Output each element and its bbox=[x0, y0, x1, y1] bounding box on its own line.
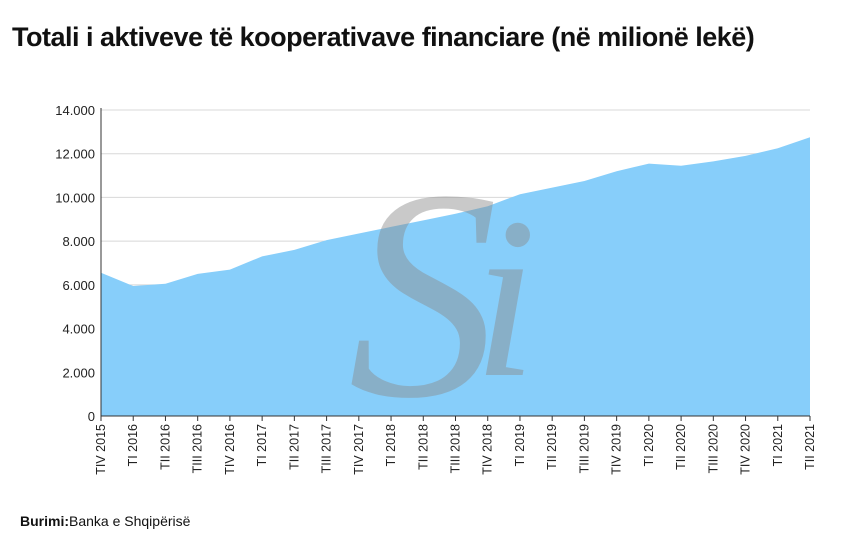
x-tick-label: TIII 2020 bbox=[706, 424, 720, 473]
y-tick-label: 14.000 bbox=[55, 103, 95, 118]
watermark-i-glyph: i bbox=[473, 170, 537, 425]
area-layer bbox=[101, 137, 810, 417]
y-tick-label: 0 bbox=[88, 409, 95, 424]
x-tick-label: TII 2016 bbox=[158, 424, 172, 470]
source-label: Burimi: bbox=[20, 513, 69, 529]
x-tick-label: TIV 2018 bbox=[481, 424, 495, 475]
x-tick-label: TIII 2016 bbox=[191, 424, 205, 473]
x-tick-label: TII 2021 bbox=[803, 424, 817, 470]
x-tick-label: TI 2017 bbox=[255, 424, 269, 466]
y-tick-label: 8.000 bbox=[62, 234, 95, 249]
x-tick-label: TI 2021 bbox=[771, 424, 785, 466]
x-tick-label: TIV 2017 bbox=[352, 424, 366, 475]
x-tick-label: TII 2018 bbox=[416, 424, 430, 470]
y-tick-label: 4.000 bbox=[62, 322, 95, 337]
x-tick-label: TIII 2017 bbox=[320, 424, 334, 473]
source-note: Burimi:Banka e Shqipërisë bbox=[20, 513, 190, 529]
watermark-s-glyph: S bbox=[348, 128, 498, 460]
x-tick-label: TI 2019 bbox=[513, 424, 527, 466]
x-tick-label: TIV 2019 bbox=[610, 424, 624, 475]
source-text: Banka e Shqipërisë bbox=[69, 513, 191, 529]
x-tick-label: TIV 2016 bbox=[223, 424, 237, 475]
x-tick-label: TI 2020 bbox=[642, 424, 656, 466]
x-tick-label: TII 2020 bbox=[674, 424, 688, 470]
watermark-logo: S i bbox=[348, 128, 537, 460]
x-tick-label: TI 2018 bbox=[384, 424, 398, 466]
chart-title: Totali i aktiveve të kooperativave finan… bbox=[12, 22, 755, 52]
y-tick-label: 10.000 bbox=[55, 190, 95, 205]
y-tick-label: 6.000 bbox=[62, 278, 95, 293]
y-tick-label: 2.000 bbox=[62, 365, 95, 380]
x-tick-label: TIII 2018 bbox=[449, 424, 463, 473]
x-tick-label: TIV 2015 bbox=[94, 424, 108, 475]
y-tick-labels: 0 2.000 4.000 6.000 8.000 10.000 12.000 14.000 bbox=[55, 103, 95, 424]
y-tick-label: 12.000 bbox=[55, 147, 95, 162]
x-tick-labels: TIV 2015 TI 2016 TII 2016 TIII 2016 TIV 2016… bbox=[94, 424, 817, 475]
x-tick-label: TIII 2019 bbox=[577, 424, 591, 473]
x-tick-label: TII 2017 bbox=[287, 424, 301, 470]
x-tick-label: TI 2016 bbox=[126, 424, 140, 466]
series-area bbox=[101, 137, 810, 417]
axis-layer bbox=[100, 108, 811, 421]
x-tick-label: TIV 2020 bbox=[739, 424, 753, 475]
x-tick-label: TII 2019 bbox=[545, 424, 559, 470]
